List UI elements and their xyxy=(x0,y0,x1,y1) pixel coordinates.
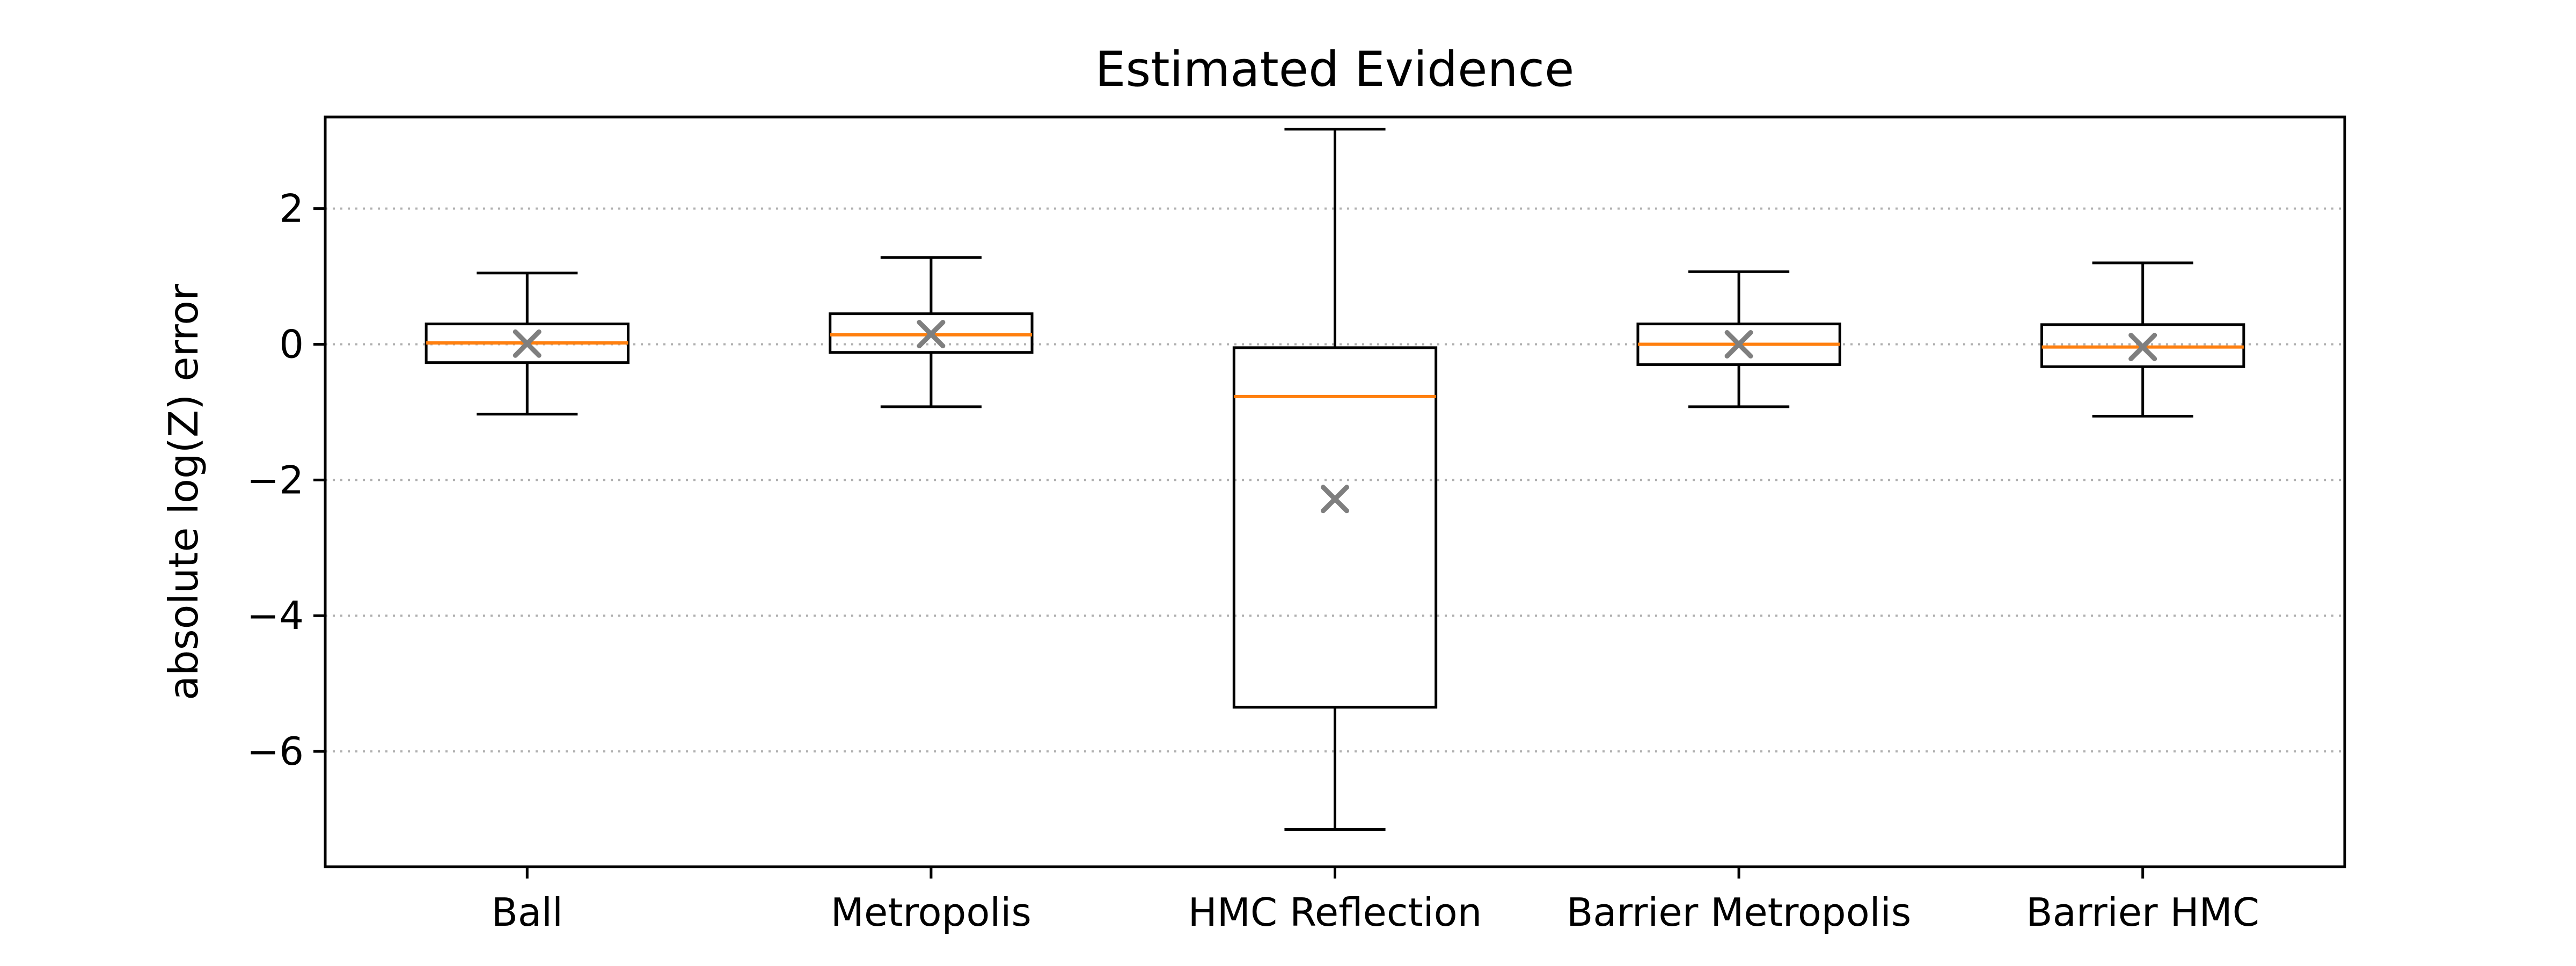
mean-marker xyxy=(1321,485,1349,514)
box-metropolis xyxy=(829,256,1034,408)
mean-marker-stroke xyxy=(513,329,541,358)
y-axis-ticks: 2 0 −2 −4 −6 xyxy=(247,186,325,774)
x-tick-label: Ball xyxy=(492,890,564,935)
mean-marker xyxy=(513,329,541,358)
y-tick-label: −4 xyxy=(247,593,304,638)
y-tick-label: −6 xyxy=(247,729,304,774)
interquartile-box xyxy=(829,312,1034,354)
mean-marker xyxy=(2128,333,2157,362)
y-tick-label: 2 xyxy=(279,186,304,231)
x-tick-label: Barrier Metropolis xyxy=(1567,890,1911,935)
y-tick-label: 0 xyxy=(279,322,304,367)
mean-marker-stroke xyxy=(917,320,946,349)
chart-title: Estimated Evidence xyxy=(1095,41,1575,98)
interquartile-box xyxy=(1232,346,1438,709)
mean-marker-stroke xyxy=(1321,485,1349,514)
box-barrier-hmc xyxy=(2040,261,2245,418)
x-tick-label: HMC Reflection xyxy=(1188,890,1482,935)
box-hmc-reflection xyxy=(1232,128,1438,831)
x-tick-label: Barrier HMC xyxy=(2026,890,2259,935)
mean-marker-stroke xyxy=(1724,330,1753,359)
box-barrier-metropolis xyxy=(1636,270,1841,408)
boxes xyxy=(425,128,2245,831)
mean-marker xyxy=(917,320,946,349)
x-tick-label: Metropolis xyxy=(831,890,1031,935)
y-tick-label: −2 xyxy=(247,457,304,502)
box-ball xyxy=(425,272,630,416)
mean-marker xyxy=(1724,330,1753,359)
mean-marker-stroke xyxy=(2128,333,2157,362)
x-axis-ticks: Ball Metropolis HMC Reflection Barrier Metr… xyxy=(492,867,2259,935)
y-axis-label: absolute log(Z) error xyxy=(160,284,207,700)
